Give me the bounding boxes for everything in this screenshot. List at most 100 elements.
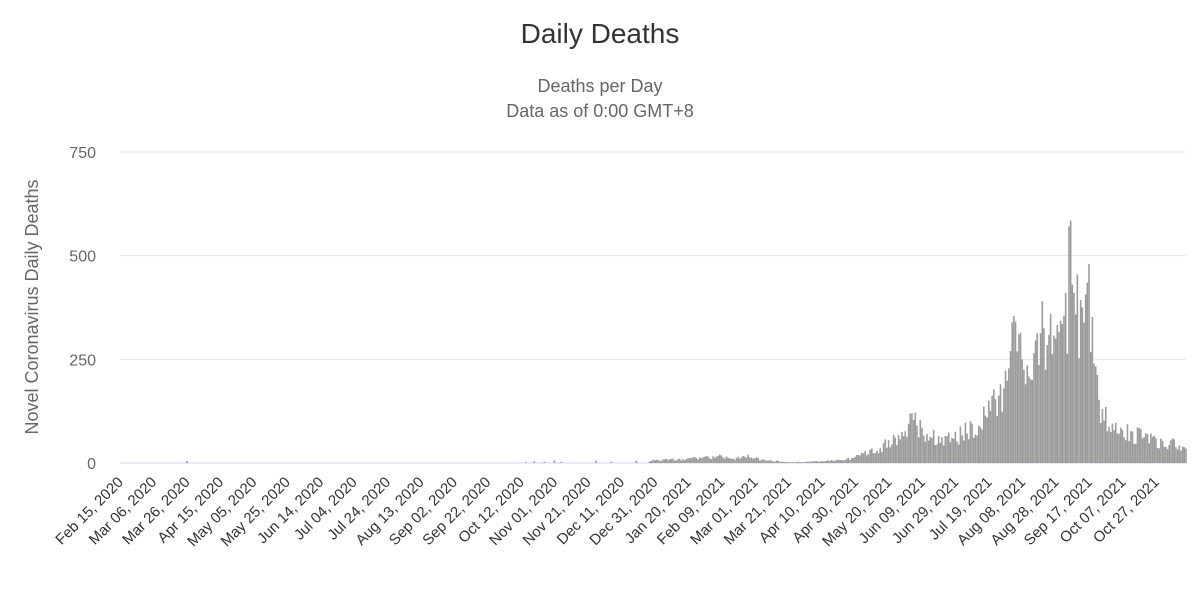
bar: [710, 459, 713, 463]
bar: [802, 462, 805, 463]
bar: [1093, 363, 1095, 463]
bar: [635, 460, 638, 463]
bar: [1046, 345, 1049, 463]
bar: [775, 460, 778, 463]
bar: [797, 461, 800, 463]
bar: [1023, 369, 1025, 463]
bar: [949, 442, 952, 463]
bar: [837, 459, 840, 463]
bar: [876, 450, 878, 463]
bar: [834, 460, 836, 463]
bar: [1091, 317, 1094, 463]
bar: [790, 462, 793, 463]
bar: [1084, 294, 1087, 463]
bar: [533, 461, 536, 463]
chart-subtitle-line-2: Data as of 0:00 GMT+8: [506, 101, 694, 121]
bar: [690, 458, 693, 463]
bar: [1133, 443, 1135, 463]
bar: [610, 461, 612, 463]
bar: [1066, 353, 1069, 463]
bar: [667, 459, 669, 463]
bar: [784, 462, 786, 463]
bar: [969, 421, 972, 463]
bar: [881, 451, 883, 463]
bar: [862, 453, 865, 463]
bar: [675, 460, 678, 463]
bar: [825, 460, 828, 463]
bar: [1168, 444, 1171, 463]
bar: [1054, 338, 1057, 463]
bar: [989, 410, 992, 463]
bar: [1130, 431, 1132, 463]
bar: [839, 460, 841, 463]
bar: [1098, 399, 1100, 463]
bar: [707, 456, 709, 463]
bar: [812, 461, 815, 463]
bar: [1170, 440, 1172, 463]
bar: [1131, 431, 1134, 463]
chart-subtitle-line-1: Deaths per Day: [537, 76, 663, 96]
bar: [742, 455, 744, 463]
bar: [807, 461, 810, 463]
bar: [1140, 429, 1142, 463]
y-tick-label: 0: [87, 456, 96, 473]
bar: [1108, 426, 1110, 463]
bar: [1069, 220, 1072, 463]
bar: [861, 452, 863, 463]
bar: [979, 427, 982, 463]
bar: [724, 458, 726, 463]
bar: [1038, 364, 1040, 463]
bar: [864, 451, 866, 463]
bar: [1028, 376, 1030, 463]
bar: [1048, 334, 1050, 463]
bar: [817, 461, 820, 463]
bar: [185, 460, 188, 463]
bar: [805, 461, 808, 463]
bar: [1009, 351, 1012, 463]
bar: [991, 395, 993, 463]
bar: [668, 459, 671, 463]
bar: [944, 436, 947, 463]
bar: [662, 459, 664, 463]
bar: [966, 433, 968, 463]
bar: [1064, 292, 1067, 463]
bar: [849, 459, 851, 463]
bar: [1109, 432, 1112, 463]
bar: [1016, 351, 1018, 463]
bar: [683, 460, 686, 463]
bar: [804, 461, 806, 463]
bar: [779, 461, 781, 463]
bar: [794, 462, 796, 463]
bar: [1114, 422, 1117, 463]
bar: [1011, 322, 1013, 463]
bar: [819, 461, 821, 463]
bar: [1158, 448, 1161, 463]
bar: [1166, 449, 1169, 463]
bar: [852, 457, 855, 463]
bar: [879, 448, 881, 463]
y-axis-label: Novel Coronavirus Daily Deaths: [22, 179, 42, 434]
bar: [1106, 431, 1109, 463]
bar: [1094, 366, 1097, 463]
bar: [663, 459, 666, 463]
bar: [729, 458, 731, 463]
bar: [703, 456, 706, 463]
bar: [1088, 263, 1090, 463]
bar: [1033, 353, 1035, 463]
bar: [871, 448, 873, 463]
bar: [698, 457, 701, 463]
bar: [932, 429, 935, 463]
bar: [1103, 420, 1105, 463]
bar: [892, 434, 895, 463]
bar: [1104, 406, 1107, 463]
bar: [650, 461, 653, 463]
bar: [672, 458, 674, 463]
bar: [665, 458, 668, 463]
bar: [889, 447, 892, 463]
bar: [739, 458, 741, 463]
bar: [959, 426, 962, 463]
chart-title: Daily Deaths: [520, 18, 680, 49]
bar: [1145, 433, 1147, 463]
